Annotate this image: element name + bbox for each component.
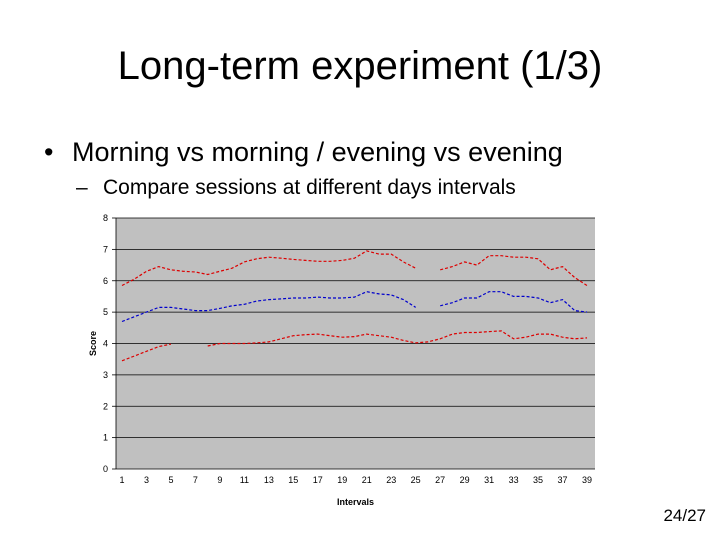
sub-bullet-point: – Compare sessions at different days inte… — [76, 174, 516, 202]
bullet-marker: • — [44, 137, 54, 167]
sub-bullet-text: Compare sessions at different days inter… — [103, 176, 516, 199]
series-lower-line-0 — [121, 343, 172, 362]
slide-title: Long-term experiment (1/3) — [117, 44, 603, 88]
x-tick-label-13: 13 — [264, 475, 274, 485]
x-tick-label-17: 17 — [313, 475, 323, 485]
page-number: 24/27 — [663, 506, 706, 525]
sub-bullet-marker: – — [76, 176, 88, 199]
y-tick-label-4: 4 — [103, 339, 108, 349]
y-tick-label-7: 7 — [103, 244, 108, 254]
series-upper-line-1 — [440, 255, 588, 287]
x-tick-label-21: 21 — [362, 475, 372, 485]
series-mean-line-0 — [121, 291, 417, 323]
y-axis-label: Score — [88, 331, 98, 356]
x-tick-label-33: 33 — [509, 475, 519, 485]
y-tick-label-0: 0 — [103, 464, 108, 474]
series-lower-line-1 — [207, 330, 588, 347]
x-tick-label-31: 31 — [484, 475, 494, 485]
bullet-point: • Morning vs morning / evening vs evening — [44, 134, 563, 170]
x-tick-label-7: 7 — [193, 475, 198, 485]
x-tick-label-37: 37 — [558, 475, 568, 485]
y-tick-label-2: 2 — [103, 401, 108, 411]
x-tick-label-27: 27 — [435, 475, 445, 485]
y-tick-label-5: 5 — [103, 307, 108, 317]
y-tick-label-1: 1 — [103, 433, 108, 443]
x-axis-label: Intervals — [337, 497, 374, 507]
x-tick-label-11: 11 — [240, 475, 249, 485]
y-tick-label-3: 3 — [103, 370, 108, 380]
x-tick-label-23: 23 — [386, 475, 396, 485]
x-tick-label-5: 5 — [168, 475, 173, 485]
x-tick-label-39: 39 — [582, 475, 592, 485]
x-tick-label-3: 3 — [144, 475, 149, 485]
x-tick-label-1: 1 — [119, 475, 124, 485]
x-tick-label-29: 29 — [460, 475, 470, 485]
series-upper-line-0 — [121, 250, 416, 287]
series-mean-line-1 — [440, 291, 588, 313]
bullet-text: Morning vs morning / evening vs evening — [72, 137, 563, 167]
x-tick-label-35: 35 — [533, 475, 543, 485]
y-tick-label-8: 8 — [103, 213, 108, 223]
y-tick-label-6: 6 — [103, 276, 108, 286]
x-tick-label-15: 15 — [288, 475, 298, 485]
x-tick-label-25: 25 — [411, 475, 421, 485]
x-tick-label-19: 19 — [337, 475, 347, 485]
x-tick-label-9: 9 — [217, 475, 222, 485]
